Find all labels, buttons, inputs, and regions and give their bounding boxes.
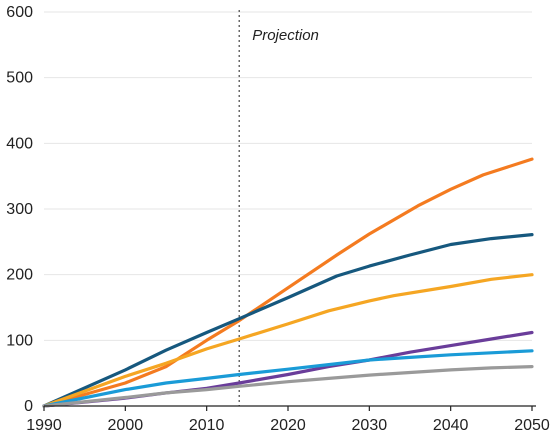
projection-marker: Projection <box>238 10 319 406</box>
y-tick-label: 200 <box>6 267 33 284</box>
x-tick-label: 2000 <box>108 417 144 434</box>
series-line-2 <box>42 233 534 408</box>
y-tick-label: 0 <box>24 398 33 415</box>
y-tick-label: 600 <box>6 4 33 21</box>
series-lines <box>42 157 534 408</box>
x-tick-label: 2010 <box>189 417 225 434</box>
y-tick-label: 100 <box>6 332 33 349</box>
gridlines <box>44 11 532 341</box>
y-tick-label: 500 <box>6 70 33 87</box>
x-tick-label: 1990 <box>26 417 62 434</box>
x-tick-label: 2030 <box>352 417 388 434</box>
y-tick-label: 300 <box>6 201 33 218</box>
projection-annotation: Projection <box>252 27 319 44</box>
y-tick-label: 400 <box>6 135 33 152</box>
x-tick-label: 2050 <box>514 417 550 434</box>
x-tick-label: 2020 <box>270 417 306 434</box>
axes: 0 100 200 300 400 500 600 1990 2000 2010 2020 2030 2… <box>6 4 550 434</box>
series-line-5 <box>42 349 534 408</box>
x-tick-label: 2040 <box>433 417 469 434</box>
series-line-1 <box>42 157 534 408</box>
series-line-6 <box>42 365 534 408</box>
series-line-3 <box>42 273 534 408</box>
